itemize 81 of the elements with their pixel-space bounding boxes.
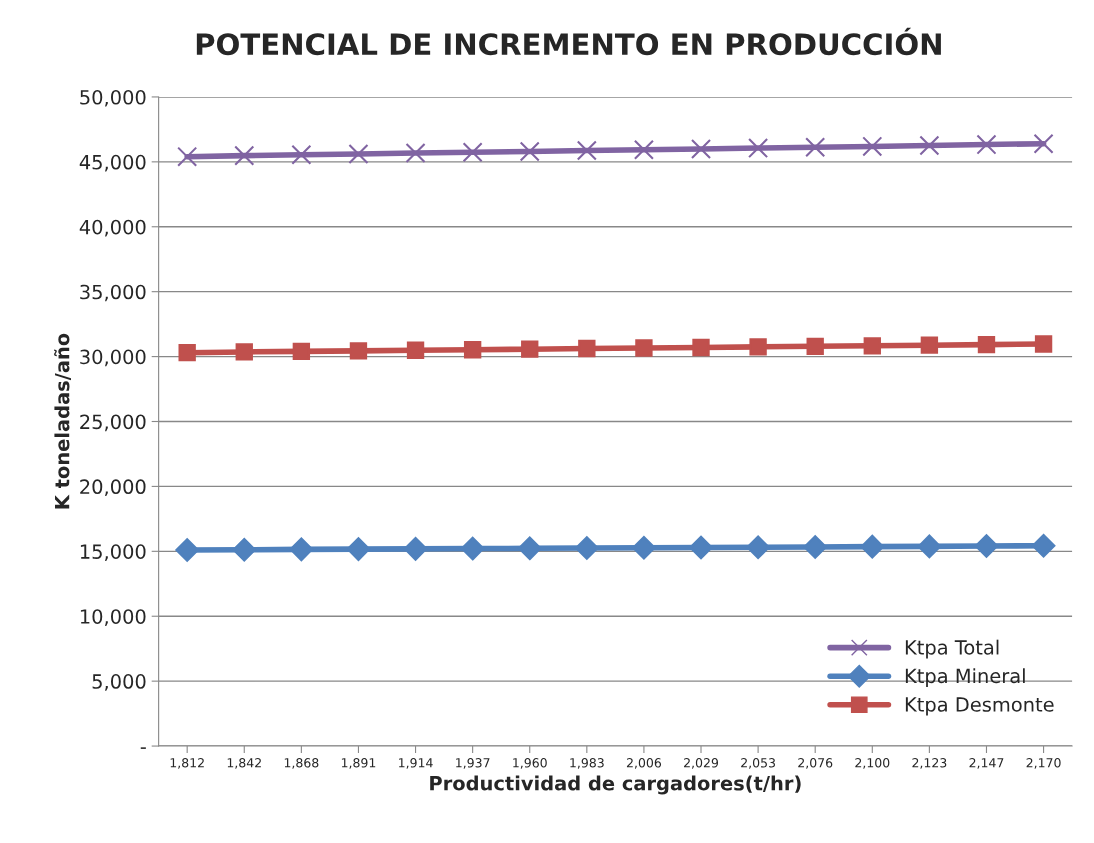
y-tick-label: -: [140, 747, 146, 749]
point: [917, 534, 942, 559]
point: [1034, 335, 1053, 353]
point: [692, 338, 710, 357]
point: [463, 341, 482, 359]
y-tick-label: 10,000: [80, 609, 146, 626]
point: [517, 536, 542, 561]
x-tick-label: 2,029: [684, 758, 719, 769]
point: [178, 344, 196, 362]
legend-label: Ktpa Desmonte: [905, 697, 1054, 716]
point: [1033, 133, 1054, 154]
x-tick-label: 1,812: [170, 758, 204, 769]
y-tick-label: 35,000: [80, 284, 146, 302]
y-tick-label: 40,000: [79, 219, 146, 237]
point: [632, 535, 656, 560]
point: [920, 336, 939, 354]
x-tick-label: 2,053: [741, 758, 775, 769]
point: [175, 538, 200, 562]
point: [521, 340, 539, 358]
y-tick-label: 25,000: [80, 414, 146, 432]
x-tick-label: 2,076: [798, 758, 833, 769]
y-tick-label: 30,000: [80, 349, 146, 367]
x-tick-label: 1,983: [570, 758, 604, 769]
chart-title: POTENCIAL DE INCREMENTO EN PRODUCCIÓN: [196, 27, 941, 56]
point: [576, 140, 597, 161]
x-tick-label: 1,842: [227, 758, 261, 769]
point: [235, 343, 253, 361]
point: [862, 136, 883, 157]
point: [1031, 533, 1056, 558]
point: [635, 339, 653, 357]
point: [976, 134, 997, 155]
point: [289, 537, 314, 562]
y-tick-label: 50,000: [80, 89, 146, 107]
point: [860, 534, 885, 559]
y-tick-label: 15,000: [80, 544, 146, 561]
y-tick-label: 45,000: [79, 154, 146, 172]
point: [574, 536, 599, 560]
point: [803, 535, 828, 559]
point: [348, 143, 369, 165]
point: [689, 535, 713, 560]
point: [806, 337, 824, 356]
legend-label: Ktpa Total: [905, 639, 999, 659]
point: [690, 138, 712, 160]
legend-label: Ktpa Mineral: [905, 668, 1025, 688]
point: [919, 135, 940, 156]
x-tick-label: 2,100: [855, 758, 890, 769]
point: [406, 341, 425, 359]
point: [177, 146, 198, 167]
point: [974, 534, 999, 558]
point: [292, 342, 311, 361]
point: [234, 145, 255, 166]
point: [977, 335, 996, 354]
x-tick-label: 2,006: [626, 758, 662, 769]
x-tick-label: 2,170: [1026, 758, 1061, 769]
point: [863, 337, 881, 355]
y-tick-label: 20,000: [80, 479, 146, 497]
y-axis-title: K toneladas/año: [54, 333, 71, 509]
x-tick-label: 1,937: [456, 758, 490, 769]
x-tick-label: 1,960: [513, 758, 547, 769]
point: [749, 338, 767, 356]
point: [748, 138, 769, 159]
point: [460, 536, 485, 561]
x-axis-title: Productividad de cargadores(t/hr): [430, 775, 801, 795]
x-tick-label: 1,914: [399, 758, 433, 769]
point: [405, 142, 426, 164]
point: [462, 142, 483, 163]
x-tick-label: 2,147: [969, 758, 1004, 769]
point: [633, 139, 654, 160]
point: [232, 537, 257, 562]
y-tick-label: 5,000: [92, 674, 146, 691]
x-tick-label: 1,891: [341, 758, 376, 769]
point: [349, 342, 368, 360]
point: [746, 535, 770, 560]
x-tick-label: 1,868: [284, 758, 319, 769]
point: [403, 537, 428, 561]
point: [346, 537, 371, 561]
point: [519, 141, 540, 162]
point: [805, 137, 826, 158]
point: [578, 339, 596, 358]
x-tick-label: 2,123: [912, 758, 947, 769]
point: [291, 144, 312, 165]
